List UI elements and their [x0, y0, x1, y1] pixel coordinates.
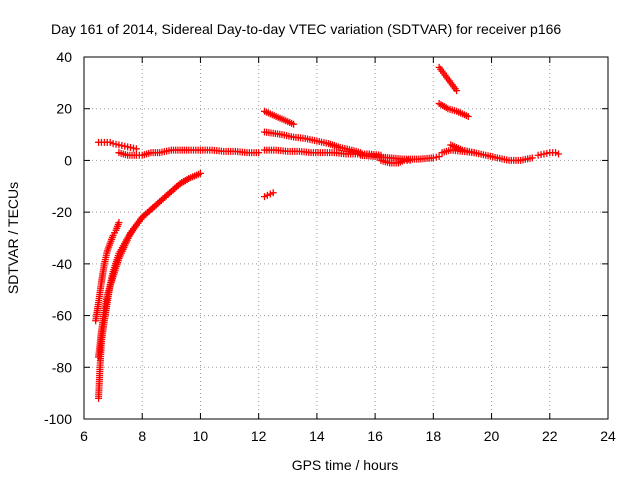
data-point	[173, 183, 181, 191]
series-arc	[260, 107, 298, 128]
data-point	[149, 204, 157, 212]
y-tick-label: -40	[52, 256, 72, 272]
data-point	[152, 201, 160, 209]
data-point	[470, 149, 478, 157]
data-point	[171, 184, 179, 192]
x-tick-label: 10	[193, 428, 209, 444]
series-arc	[92, 218, 123, 325]
y-tick-label: -20	[52, 204, 72, 220]
data-point	[196, 169, 204, 177]
data-point	[555, 150, 563, 158]
data-point	[143, 209, 151, 217]
data-point	[255, 149, 263, 157]
data-point	[132, 145, 140, 153]
series-arc	[260, 189, 277, 201]
series-arc	[115, 146, 263, 159]
series-arc	[534, 149, 563, 159]
data-point	[150, 202, 158, 210]
series-arc	[447, 141, 478, 157]
series-arc	[377, 156, 414, 167]
grid-lines	[84, 57, 608, 419]
series-arc	[435, 100, 472, 120]
y-tick-label: -80	[52, 359, 72, 375]
data-point	[290, 120, 298, 128]
x-tick-label: 20	[484, 428, 500, 444]
axis-ticks	[83, 56, 609, 420]
data-point	[145, 207, 153, 215]
x-tick-label: 12	[251, 428, 267, 444]
data-point	[269, 189, 277, 197]
x-tick-label: 18	[426, 428, 442, 444]
x-tick-labels: 6 8 10 12 14 16 18 20 22 24	[80, 428, 616, 444]
y-tick-label: 20	[56, 101, 72, 117]
data-points	[92, 63, 563, 402]
y-tick-label: -60	[52, 308, 72, 324]
x-tick-label: 22	[542, 428, 558, 444]
series-arc	[95, 138, 140, 153]
x-tick-label: 14	[309, 428, 325, 444]
y-axis-label: SDTVAR / TECUs	[5, 182, 21, 294]
chart-title: Day 161 of 2014, Sidereal Day-to-day VTE…	[51, 21, 561, 37]
y-tick-label: -100	[44, 411, 72, 427]
y-tick-label: 0	[64, 152, 72, 168]
series-arc	[95, 175, 193, 361]
y-tick-label: 40	[56, 49, 72, 65]
data-point	[464, 112, 472, 120]
data-point	[406, 156, 414, 164]
x-tick-label: 8	[138, 428, 146, 444]
series-arc	[435, 63, 461, 95]
data-point	[185, 175, 193, 183]
data-point	[166, 189, 174, 197]
y-tick-labels: -100 -80 -60 -40 -20 0 20 40	[44, 49, 72, 427]
x-axis-label: GPS time / hours	[292, 457, 399, 473]
data-point	[115, 218, 123, 226]
data-point	[453, 87, 461, 95]
plot-area-frame	[83, 56, 609, 420]
data-point	[140, 212, 148, 220]
series-arc	[260, 146, 385, 159]
x-tick-label: 6	[80, 428, 88, 444]
data-point	[528, 154, 536, 162]
data-point	[435, 153, 443, 161]
x-tick-label: 24	[600, 428, 616, 444]
x-tick-label: 16	[367, 428, 383, 444]
